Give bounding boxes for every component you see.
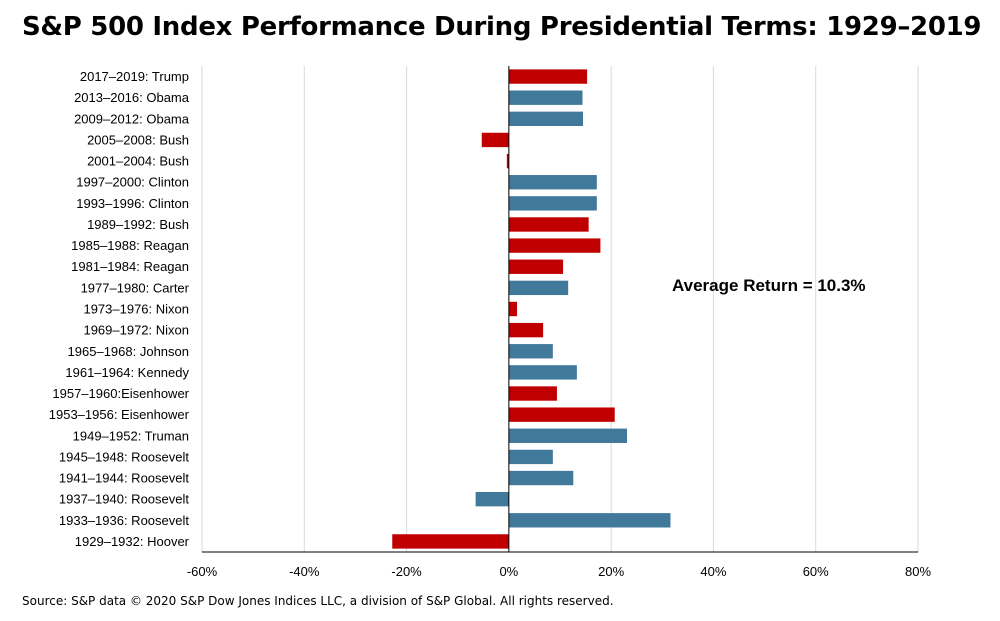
x-tick-label: 40%	[700, 564, 726, 579]
bar	[508, 217, 589, 232]
category-label: 1981–1984: Reagan	[71, 259, 189, 274]
bar	[508, 513, 671, 528]
category-label: 2001–2004: Bush	[87, 154, 189, 169]
x-tick-labels: -60% -40% -20% 0% 20% 40% 60% 80%	[187, 564, 932, 579]
bar	[508, 386, 557, 401]
bar	[508, 322, 544, 338]
category-label: 1957–1960:Eisenhower	[52, 386, 189, 401]
bar	[508, 280, 569, 296]
category-label: 1997–2000: Clinton	[76, 175, 189, 190]
category-label: 2005–2008: Bush	[87, 132, 189, 147]
category-label: 2009–2012: Obama	[74, 111, 190, 126]
bar	[481, 132, 509, 148]
bar	[508, 428, 627, 443]
x-tick-label: -40%	[289, 564, 320, 579]
category-label: 1969–1972: Nixon	[83, 323, 189, 338]
category-label: 2013–2016: Obama	[74, 90, 190, 105]
bars	[392, 69, 671, 549]
bar	[392, 534, 509, 549]
bar	[508, 344, 553, 359]
chart-title: S&P 500 Index Performance During Preside…	[22, 12, 982, 42]
x-tick-label: 20%	[598, 564, 624, 579]
category-label: 1945–1948: Roosevelt	[59, 449, 189, 464]
category-label: 1933–1936: Roosevelt	[59, 513, 189, 528]
category-label: 1929–1932: Hoover	[75, 534, 190, 549]
bar	[508, 90, 583, 105]
x-tick-label: 80%	[905, 564, 931, 579]
category-label: 1937–1940: Roosevelt	[59, 492, 189, 507]
category-label: 2017–2019: Trump	[80, 69, 189, 84]
bar	[508, 175, 597, 190]
category-label: 1989–1992: Bush	[87, 217, 189, 232]
category-label: 1949–1952: Truman	[73, 428, 189, 443]
gridlines	[201, 66, 919, 552]
bar	[508, 301, 518, 317]
bar	[508, 69, 588, 84]
category-label: 1953–1956: Eisenhower	[49, 407, 190, 422]
bar	[508, 407, 615, 422]
category-label: 1973–1976: Nixon	[83, 302, 189, 317]
bar	[508, 196, 597, 211]
category-label: 1993–1996: Clinton	[76, 196, 189, 211]
x-tick-label: 0%	[499, 564, 518, 579]
bar	[506, 153, 509, 169]
bar	[508, 365, 577, 380]
bar	[508, 111, 584, 127]
category-label: 1977–1980: Carter	[81, 280, 190, 295]
x-tick-label: -60%	[187, 564, 218, 579]
x-tick-label: -20%	[391, 564, 422, 579]
category-label: 1961–1964: Kennedy	[65, 365, 189, 380]
source-note: Source: S&P data © 2020 S&P Dow Jones In…	[22, 594, 614, 608]
category-label: 1965–1968: Johnson	[68, 344, 189, 359]
bar	[508, 238, 601, 253]
average-return-annotation: Average Return = 10.3%	[672, 276, 866, 295]
category-labels: 2017–2019: Trump 2013–2016: Obama 2009–201…	[49, 69, 190, 549]
axes	[202, 66, 918, 553]
x-tick-label: 60%	[803, 564, 829, 579]
bar	[508, 470, 574, 486]
category-label: 1985–1988: Reagan	[71, 238, 189, 253]
bar	[475, 491, 509, 507]
bar	[508, 449, 553, 465]
category-label: 1941–1944: Roosevelt	[59, 471, 189, 486]
bar	[508, 259, 564, 274]
